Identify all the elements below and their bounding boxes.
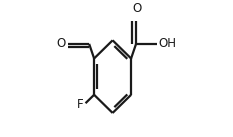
Text: O: O [132,2,141,15]
Text: O: O [57,37,66,50]
Text: OH: OH [159,37,177,50]
Text: F: F [77,98,84,111]
